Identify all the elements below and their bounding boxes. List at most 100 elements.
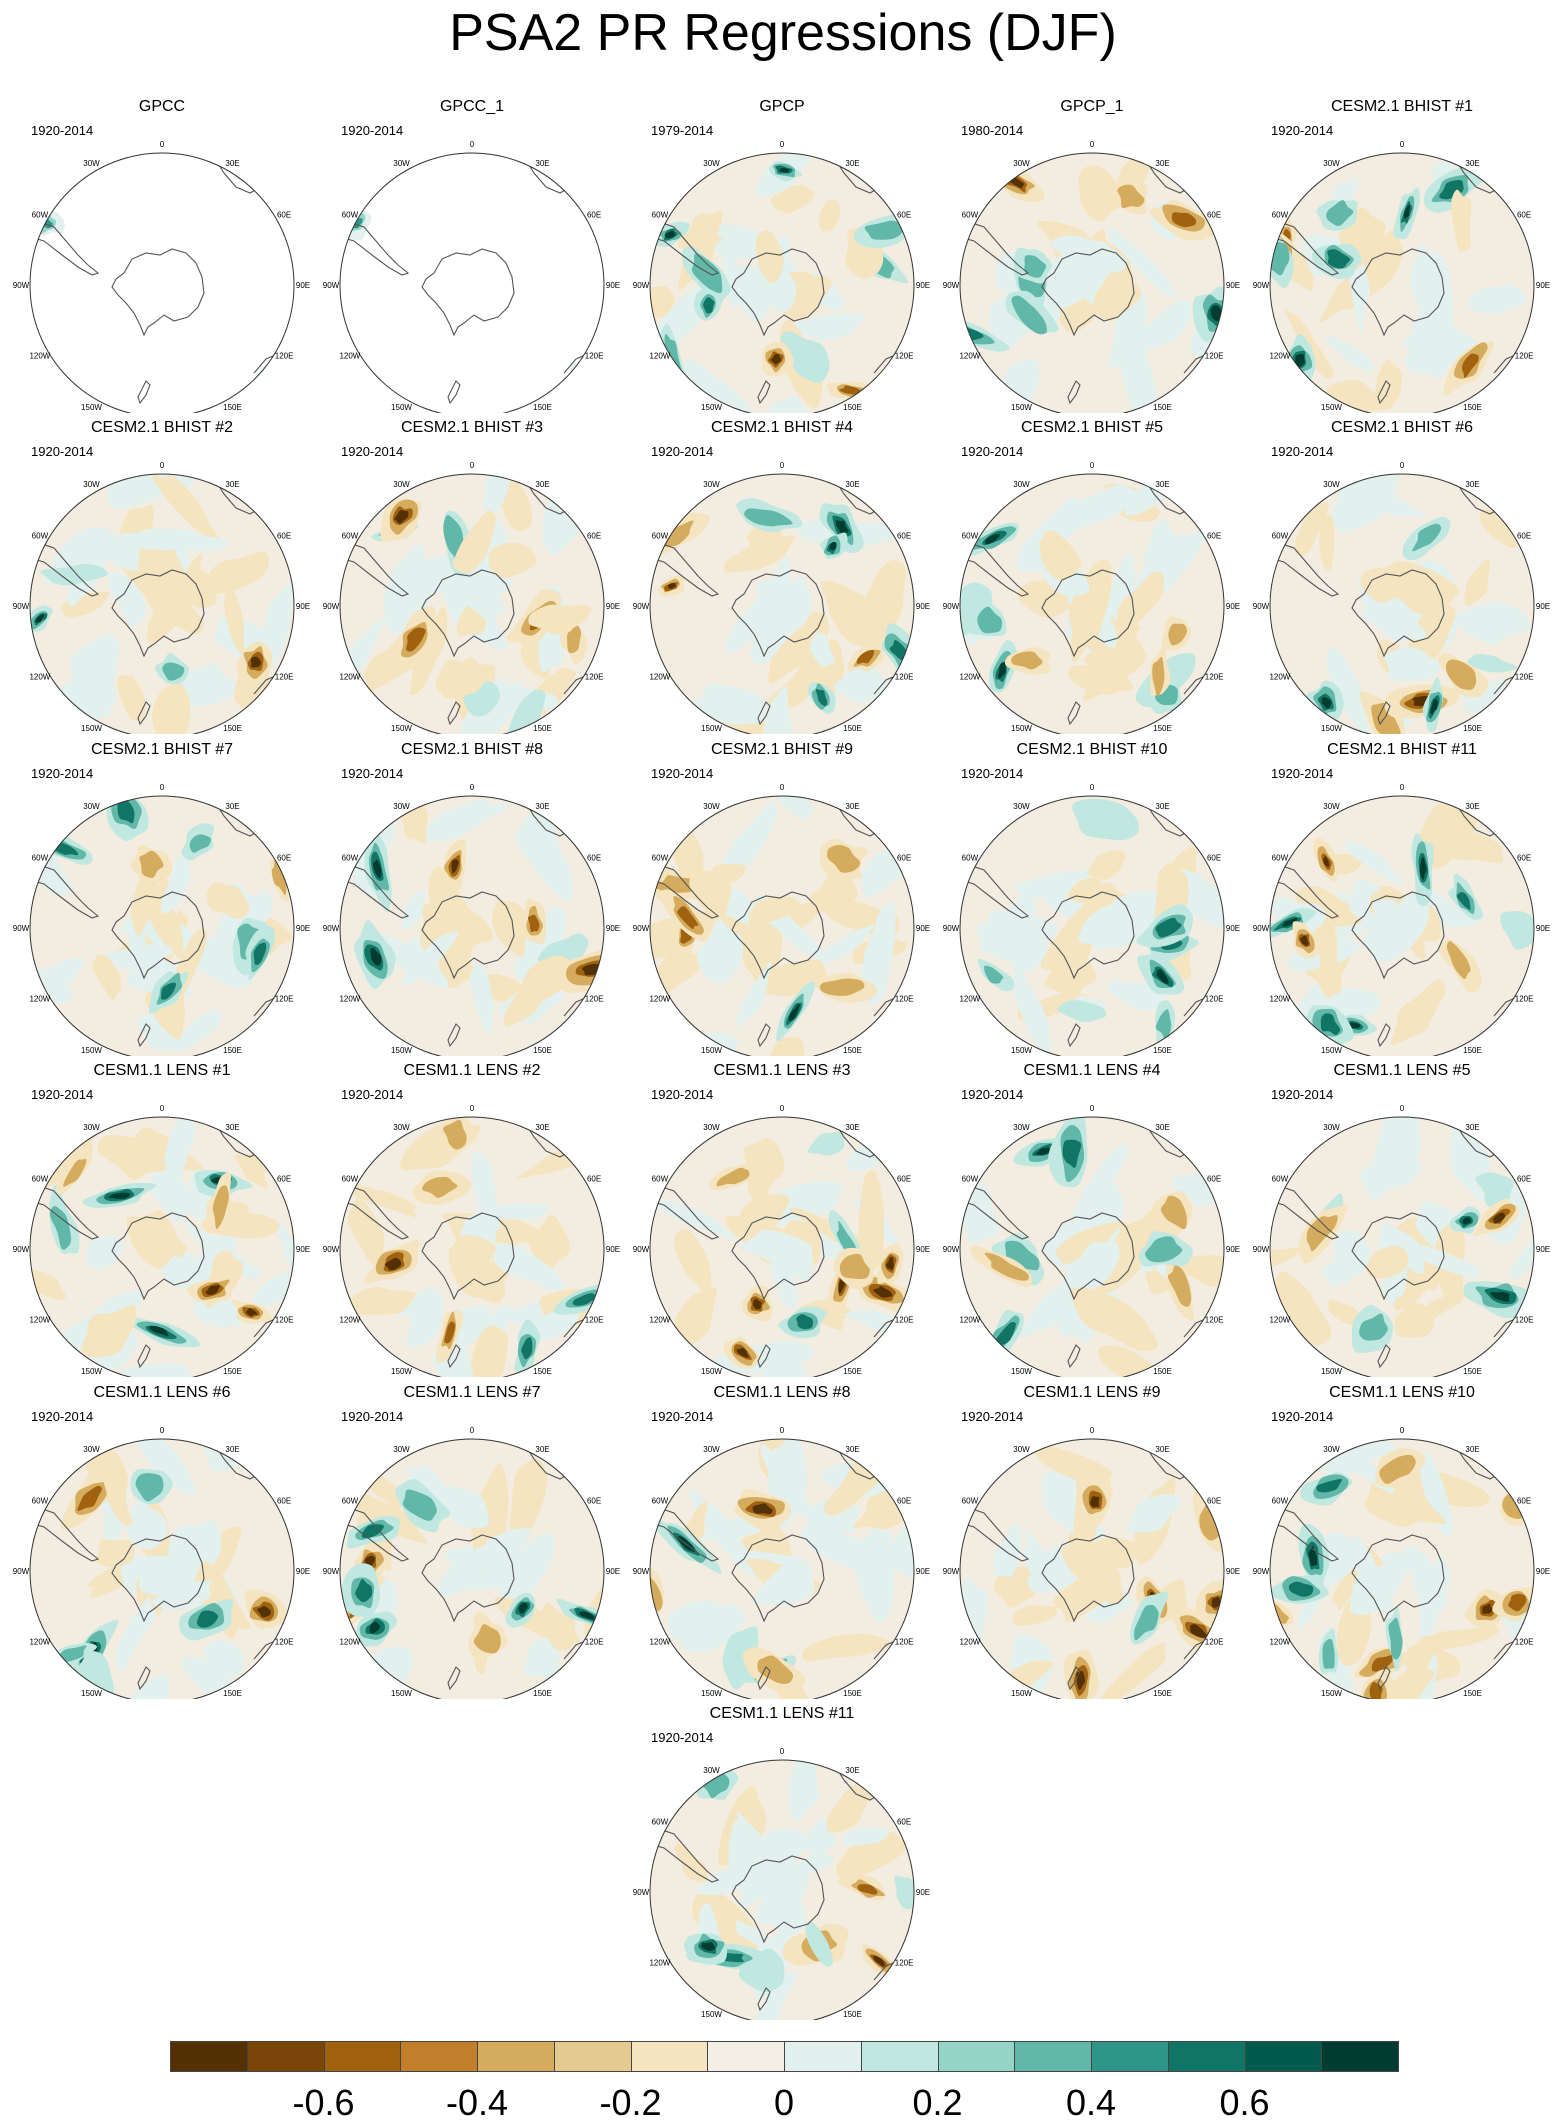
longitude-label: 60E xyxy=(897,532,911,541)
longitude-label: 150W xyxy=(701,724,722,733)
colorbar-box xyxy=(860,2041,939,2072)
map-panel: CESM2.1 BHIST #4 1920-2014 0 30E 60E 90E 120E 1… xyxy=(632,418,932,738)
map-panel: CESM1.1 LENS #6 1920-2014 0 30E 60E 90E 120E 15… xyxy=(12,1383,312,1703)
longitude-label: 0 xyxy=(780,461,785,470)
longitude-label: 30E xyxy=(845,1445,859,1454)
longitude-label: 60E xyxy=(277,532,291,541)
longitude-label: 30W xyxy=(393,1123,410,1132)
longitude-label: 90W xyxy=(323,1567,340,1576)
panel-title: GPCC xyxy=(138,98,186,115)
longitude-label: 60E xyxy=(587,854,601,863)
longitude-label: 30W xyxy=(83,802,100,811)
map-panel: CESM2.1 BHIST #5 1920-2014 0 30E 60E 90E 120E 1… xyxy=(942,418,1242,738)
panel-period: 1920-2014 xyxy=(341,123,404,138)
longitude-label: 120E xyxy=(895,673,914,682)
panel-period: 1920-2014 xyxy=(341,444,404,459)
longitude-label: 150E xyxy=(1153,1367,1172,1376)
longitude-label: 120W xyxy=(649,673,670,682)
longitude-label: 60E xyxy=(1517,532,1531,541)
polar-map: 030E60E90E120E150E180150W120W90W60W30W xyxy=(13,140,310,413)
longitude-label: 90E xyxy=(606,602,620,611)
longitude-label: 150W xyxy=(391,1367,412,1376)
map-panel: CESM2.1 BHIST #11 1920-2014 0 30E 60E 90E 120E… xyxy=(1252,740,1552,1060)
longitude-label: 90W xyxy=(633,602,650,611)
longitude-label: 30W xyxy=(393,802,410,811)
polar-map: 030E60E90E120E150E180150W120W90W60W30W xyxy=(633,1747,930,2020)
longitude-label: 30E xyxy=(845,802,859,811)
longitude-label: 90W xyxy=(1253,1567,1270,1576)
longitude-label: 30W xyxy=(703,1766,720,1775)
longitude-label: 150E xyxy=(533,1046,552,1055)
longitude-label: 0 xyxy=(780,783,785,792)
map-boundary xyxy=(1269,473,1535,734)
longitude-label: 90W xyxy=(943,281,960,290)
map-panel: CESM2.1 BHIST #1 1920-2014 0 30E 60E 90E 120E 1… xyxy=(1252,97,1552,417)
panel-period: 1920-2014 xyxy=(1271,766,1334,781)
longitude-label: 60E xyxy=(1207,1175,1221,1184)
longitude-label: 120W xyxy=(29,352,50,361)
longitude-label: 120E xyxy=(1205,673,1224,682)
longitude-label: 90W xyxy=(13,924,30,933)
longitude-label: 90E xyxy=(916,1888,930,1897)
longitude-label: 150W xyxy=(391,724,412,733)
longitude-label: 90E xyxy=(916,602,930,611)
longitude-label: 90W xyxy=(633,1245,650,1254)
panel-period: 1920-2014 xyxy=(341,1409,404,1424)
longitude-label: 90E xyxy=(1536,924,1550,933)
regression-field xyxy=(340,1117,604,1377)
longitude-label: 120E xyxy=(1515,352,1534,361)
longitude-label: 90E xyxy=(296,924,310,933)
longitude-label: 30E xyxy=(225,159,239,168)
colorbar-box xyxy=(553,2041,632,2072)
longitude-label: 90W xyxy=(633,1888,650,1897)
polar-map: 030E60E90E120E150E180150W120W90W60W30W xyxy=(943,1426,1240,1699)
longitude-label: 30W xyxy=(83,159,100,168)
longitude-label: 90W xyxy=(13,602,30,611)
longitude-label: 150E xyxy=(223,1367,242,1376)
longitude-label: 90E xyxy=(1536,1245,1550,1254)
longitude-label: 60W xyxy=(1272,1175,1289,1184)
longitude-label: 90E xyxy=(916,924,930,933)
longitude-label: 90W xyxy=(1253,924,1270,933)
longitude-label: 90E xyxy=(916,281,930,290)
longitude-label: 150E xyxy=(843,1689,862,1698)
longitude-label: 60W xyxy=(962,211,979,220)
longitude-label: 150E xyxy=(1153,724,1172,733)
map-boundary xyxy=(649,473,915,734)
longitude-label: 120E xyxy=(585,1316,604,1325)
longitude-label: 60W xyxy=(652,1818,669,1827)
longitude-label: 0 xyxy=(1090,783,1095,792)
longitude-label: 150E xyxy=(843,1046,862,1055)
panel-period: 1920-2014 xyxy=(961,1409,1024,1424)
colorbar-tick-label: -0.6 xyxy=(292,2082,355,2123)
longitude-label: 30W xyxy=(1323,802,1340,811)
panel-title: CESM2.1 BHIST #1 xyxy=(1331,98,1473,115)
longitude-label: 30W xyxy=(1013,159,1030,168)
longitude-label: 0 xyxy=(160,1426,165,1435)
longitude-label: 120E xyxy=(895,352,914,361)
longitude-label: 30E xyxy=(1465,1123,1479,1132)
longitude-label: 90W xyxy=(1253,602,1270,611)
longitude-label: 120W xyxy=(649,1316,670,1325)
longitude-label: 120E xyxy=(275,1316,294,1325)
colorbar-tick-label: 0.4 xyxy=(1065,2082,1117,2123)
longitude-label: 30W xyxy=(1013,1123,1030,1132)
longitude-label: 120W xyxy=(649,1959,670,1968)
longitude-label: 60E xyxy=(587,532,601,541)
regression-field xyxy=(650,153,914,413)
longitude-label: 30E xyxy=(845,1766,859,1775)
longitude-label: 30E xyxy=(225,480,239,489)
longitude-label: 90W xyxy=(1253,281,1270,290)
longitude-label: 30E xyxy=(1465,480,1479,489)
longitude-label: 30W xyxy=(703,159,720,168)
polar-map: 030E60E90E120E150E180150W120W90W60W30W xyxy=(323,461,620,734)
regression-field xyxy=(340,1439,604,1699)
panel-title: CESM1.1 LENS #1 xyxy=(93,1062,231,1079)
map-panel: CESM1.1 LENS #10 1920-2014 0 30E 60E 90E 120E 1… xyxy=(1252,1383,1552,1703)
polar-map: 030E60E90E120E150E180150W120W90W60W30W xyxy=(323,140,620,413)
panel-period: 1920-2014 xyxy=(651,444,714,459)
longitude-label: 120E xyxy=(1205,995,1224,1004)
panel-title: GPCC_1 xyxy=(439,98,505,115)
longitude-label: 90W xyxy=(13,1245,30,1254)
polar-map: 030E60E90E120E150E180150W120W90W60W30W xyxy=(633,461,930,734)
